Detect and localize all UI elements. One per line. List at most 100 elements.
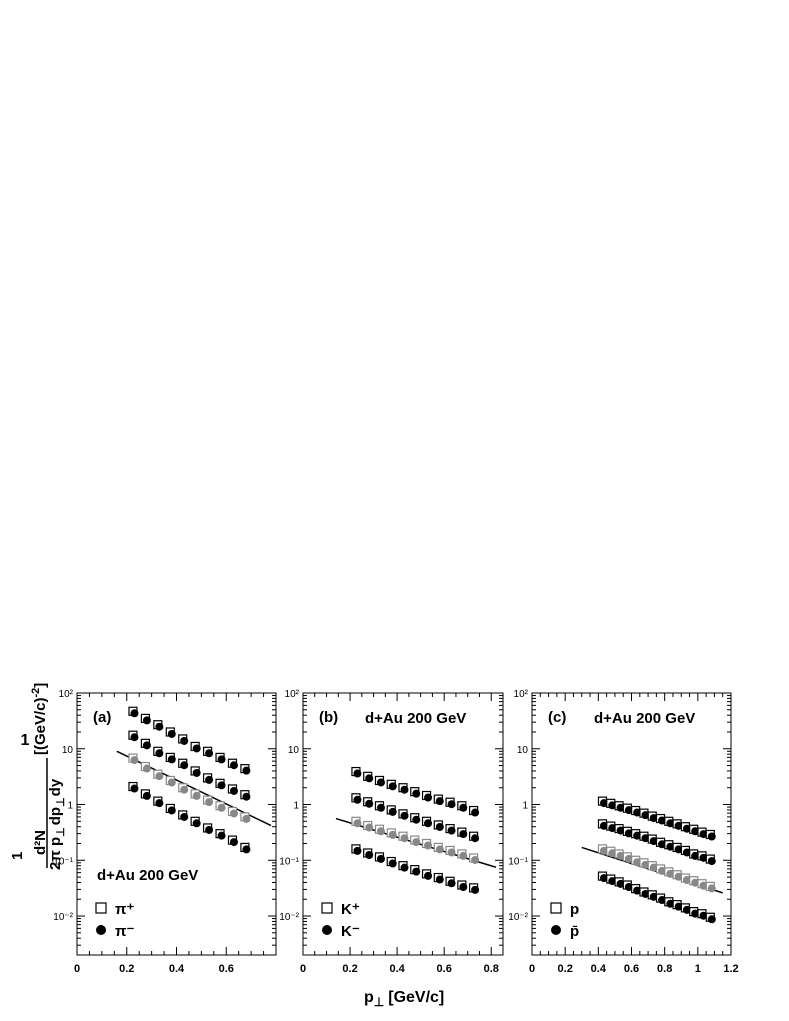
data-point-circle [376,803,385,812]
data-point-circle [658,816,667,825]
data-point-circle [666,842,675,851]
x-tick-label: 0.8 [484,963,499,975]
data-point-circle [616,803,625,812]
svg-text:d²N: d²N [32,830,49,855]
data-point-circle [142,764,151,773]
y-tick-label: 10⁻¹ [508,856,528,867]
y-tick-label: 10⁻² [53,912,73,923]
panel-1: 10⁻² 10⁻¹ 1 10 10² 0 0.2 0.4 0.6 0.8 (b) d+Au 200 G… [279,689,504,975]
x-tick-label: 0.8 [657,963,672,975]
data-point-circle [142,716,151,725]
data-point-circle [400,785,409,794]
y-label-numer: d²N [32,830,49,855]
data-point-circle [649,814,658,823]
data-point-circle [412,815,421,824]
svg-text:2π p⊥dp⊥dy: 2π p⊥dp⊥dy [47,778,67,870]
x-tick-label: 0 [529,963,535,975]
system-label: d+Au 200 GeV [365,710,466,727]
y-label-sub-a: ⊥ [55,827,67,837]
data-point-circle [180,736,189,745]
panel-2: 10⁻² 10⁻¹ 1 10 10² 0 0.2 0.4 0.6 0.8 1 1.2 (c) d+Au 2… [508,689,738,975]
data-point-circle [682,824,691,833]
y-label-unit-close: ] [32,683,49,688]
data-point-circle [435,797,444,806]
data-point-circle [192,744,201,753]
data-point-circle [400,863,409,872]
data-point-circle [471,834,480,843]
data-point-circle [400,811,409,820]
data-point-circle [180,761,189,770]
data-point-circle [649,892,658,901]
data-point-circle [142,741,151,750]
data-point-circle [192,791,201,800]
data-point-circle [365,823,374,832]
system-label: d+Au 200 GeV [594,710,695,727]
data-point-circle [459,803,468,812]
data-point-circle [616,826,625,835]
x-tick-label: 1.2 [723,963,738,975]
data-point-circle [682,848,691,857]
data-point-circle [192,768,201,777]
data-point-circle [666,899,675,908]
data-point-circle [599,846,608,855]
data-point-circle [412,867,421,876]
data-point-circle [641,889,650,898]
data-point-circle [229,838,238,847]
data-point-circle [435,845,444,854]
x-tick-label: 0.2 [558,963,573,975]
data-point-circle [205,775,214,784]
plot-frame [76,692,277,956]
data-point-circle [376,827,385,836]
data-point-circle [365,851,374,860]
data-point-circle [217,781,226,790]
data-point-circle [641,811,650,820]
data-point-circle [242,766,251,775]
y-label-prefix: 1 [21,732,30,749]
data-point-circle [424,819,433,828]
data-point-circle [699,853,708,862]
data-point-circle [229,809,238,818]
legend-marker-circle [322,925,332,935]
y-tick-label: 10² [59,689,74,700]
data-point-circle [447,800,456,809]
y-label-denom-c: dy [47,778,64,796]
legend-marker-circle [96,925,106,935]
y-tick-label: 10⁻¹ [53,856,73,867]
data-point-circle [376,854,385,863]
data-point-circle [180,812,189,821]
legend-marker-square [321,902,333,914]
data-point-circle [435,875,444,884]
data-point-circle [699,830,708,839]
data-point-circle [674,902,683,911]
data-point-circle [459,830,468,839]
data-point-circle [624,883,633,892]
data-point-circle [130,756,139,765]
y-tick-label: 10⁻¹ [279,856,299,867]
data-point-circle [229,761,238,770]
data-point-circle [691,827,700,836]
data-point-circle [205,749,214,758]
svg-text:[(GeV/c)-2]: [(GeV/c)-2] [30,683,49,755]
x-tick-label: 0.4 [389,963,405,975]
data-point-circle [130,784,139,793]
data-point-circle [142,791,151,800]
data-point-circle [167,806,176,815]
y-tick-label: 10² [514,689,529,700]
legend-marker-circle [551,925,561,935]
data-point-circle [155,772,164,781]
data-point-circle [459,883,468,892]
plot-frame [302,692,504,956]
legend-label: π⁺ [115,901,134,918]
data-point-circle [205,825,214,834]
data-point-circle [658,866,667,875]
data-point-circle [624,806,633,815]
data-point-circle [658,896,667,905]
data-point-circle [707,857,716,866]
data-point-circle [599,874,608,883]
data-point-circle [205,798,214,807]
data-point-circle [616,879,625,888]
data-point-circle [459,851,468,860]
x-label-main: p [364,989,374,1006]
